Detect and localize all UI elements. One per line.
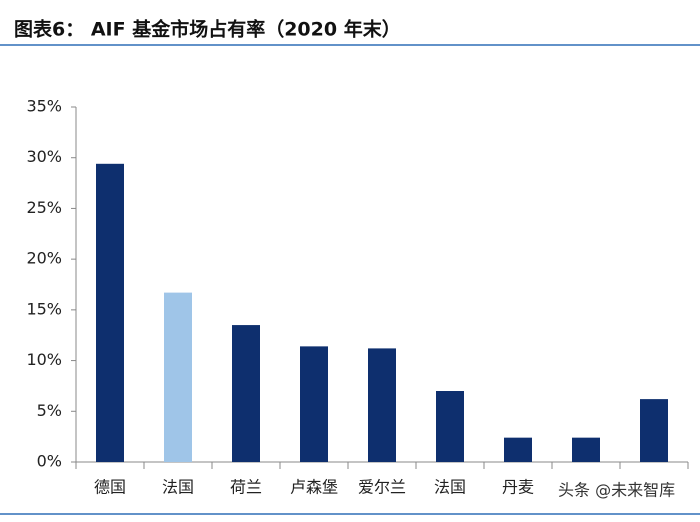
bar [300, 346, 328, 462]
y-tick-label: 35% [26, 97, 62, 116]
x-tick-label: 法国 [434, 478, 466, 497]
bar [504, 437, 532, 462]
bar [232, 325, 260, 462]
y-tick-label: 5% [37, 401, 62, 420]
watermark: 头条 @未来智库 [558, 481, 675, 500]
y-tick-label: 20% [26, 249, 62, 268]
y-tick-label: 0% [37, 452, 62, 471]
chart-title: 图表6： AIF 基金市场占有率（2020 年末） [14, 18, 401, 41]
x-tick-label: 丹麦 [502, 478, 534, 497]
y-tick-label: 10% [26, 350, 62, 369]
bar [572, 437, 600, 462]
x-tick-label: 法国 [162, 478, 194, 497]
x-tick-label: 荷兰 [230, 478, 262, 497]
bar [164, 292, 192, 462]
y-tick-label: 25% [26, 198, 62, 217]
x-tick-label: 爱尔兰 [358, 478, 406, 497]
bar [436, 391, 464, 462]
x-tick-label: 德国 [94, 478, 126, 497]
y-tick-label: 15% [26, 299, 62, 318]
y-tick-label: 30% [26, 147, 62, 166]
bar [640, 399, 668, 462]
bar [96, 163, 124, 463]
x-tick-label: 卢森堡 [290, 478, 338, 497]
bar [368, 348, 396, 462]
